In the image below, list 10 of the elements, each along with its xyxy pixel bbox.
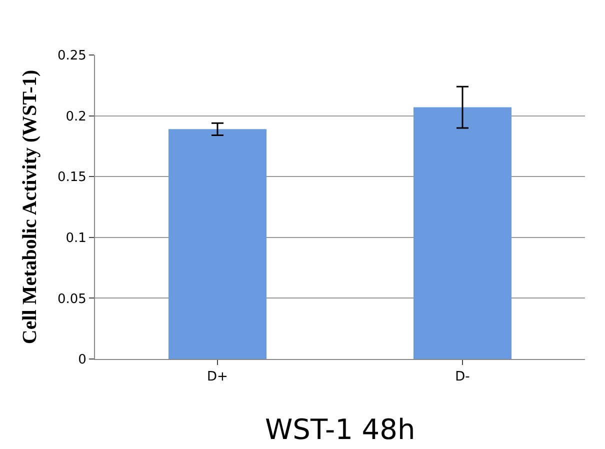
x-tick-label: D- — [455, 370, 470, 385]
y-tick-label: 0.25 — [57, 48, 86, 64]
y-tick-label: 0.15 — [57, 170, 86, 186]
y-tick-label: 0.05 — [57, 292, 86, 307]
y-tick-label: 0.1 — [66, 230, 86, 246]
y-tick-label: 0 — [78, 352, 86, 368]
y-axis-title: Cell Metabolic Activity (WST-1) — [18, 70, 41, 344]
text: WST-1 48h — [265, 413, 416, 446]
x-tick-label: D+ — [207, 370, 228, 385]
y-tick-label: 0.2 — [66, 109, 86, 124]
